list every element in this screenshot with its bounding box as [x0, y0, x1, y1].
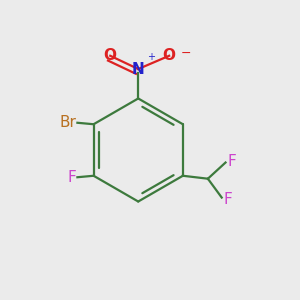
Text: O: O: [163, 48, 176, 63]
Text: Br: Br: [59, 115, 76, 130]
Text: F: F: [228, 154, 236, 169]
Text: −: −: [180, 47, 191, 60]
Text: N: N: [132, 61, 145, 76]
Text: F: F: [67, 170, 76, 185]
Text: O: O: [104, 48, 117, 63]
Text: +: +: [147, 52, 155, 62]
Text: F: F: [224, 192, 233, 207]
